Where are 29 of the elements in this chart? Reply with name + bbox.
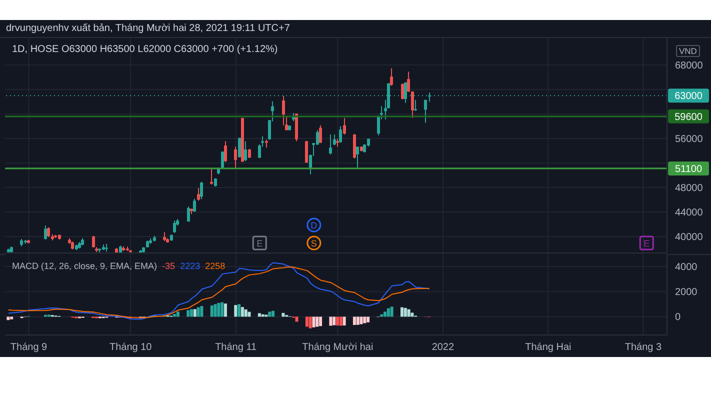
x-tick-label: Tháng Hai	[525, 342, 572, 354]
x-tick-label: Tháng 9	[10, 342, 48, 354]
annotation: -35	[162, 261, 176, 271]
ref-line-label: 51100	[674, 164, 702, 175]
y-tick-label: 48000	[675, 183, 704, 194]
annotation: S	[310, 238, 317, 248]
y-tick-label: 0	[675, 312, 681, 324]
y-tick-label: 40000	[675, 232, 704, 244]
y-tick-label: 4000	[675, 262, 698, 274]
x-tick-label: Tháng 10	[109, 342, 152, 354]
text: 1D, HOSE O63000 H63500 L62000 C63000 +700 (+1.12%)	[12, 44, 278, 55]
y-tick-label: 2000	[675, 287, 698, 298]
y-tick-label: 44000	[675, 208, 704, 219]
chart-title: drvunguyenhv xuất bản, Tháng Mười hai 28, 2021 19:11 UTC+7	[0, 20, 711, 38]
annotation: 2258	[205, 261, 226, 271]
ref-line-label: 59600	[674, 112, 703, 123]
x-tick-label: Tháng 3	[624, 342, 662, 354]
y-axis-title: VND	[676, 45, 700, 57]
text: MACD (12, 26, close, 9, EMA, EMA)	[12, 261, 158, 271]
annotation: 2223	[180, 261, 200, 271]
x-tick-label: Tháng 11	[215, 342, 258, 354]
y-tick-label: 56000	[675, 134, 704, 146]
x-tick-label: Tháng Mười hai	[302, 342, 374, 354]
x-tick-label: 2022	[432, 342, 454, 354]
annotation: E	[644, 238, 650, 248]
annotation: D	[310, 220, 318, 230]
y-tick-label: 68000	[675, 60, 704, 72]
ref-line-label: 63000	[674, 91, 703, 102]
annotation: E	[256, 238, 263, 248]
